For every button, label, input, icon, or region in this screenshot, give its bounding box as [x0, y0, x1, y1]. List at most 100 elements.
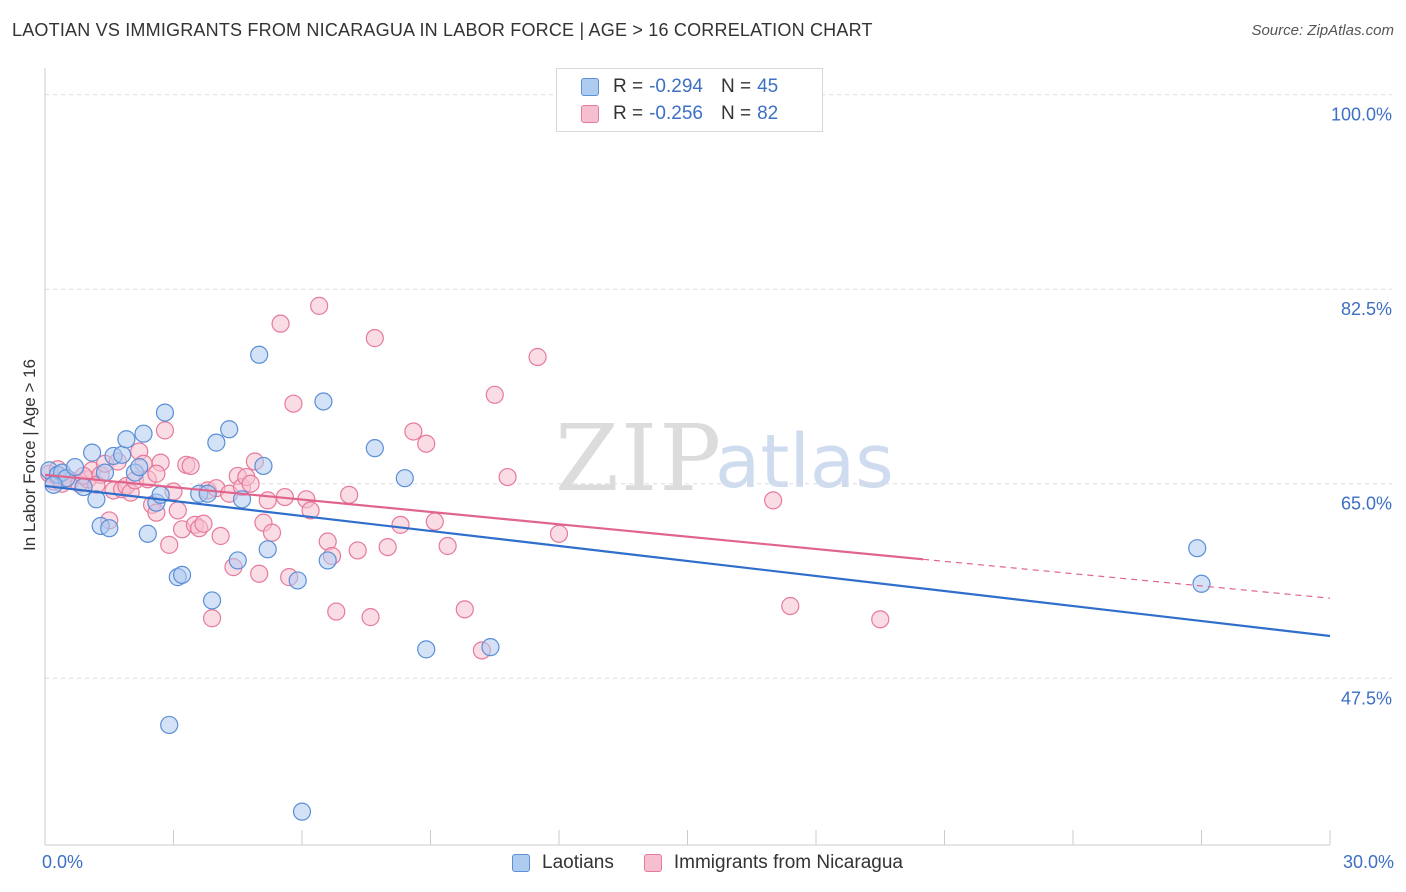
nicaragua-point	[528, 347, 547, 367]
laotian-point	[292, 802, 312, 821]
nicaragua-point	[438, 536, 457, 556]
nicaragua-point	[194, 514, 213, 533]
nicaragua-point	[284, 394, 303, 413]
laotian-point	[83, 443, 102, 462]
legend-r-value-nicaragua: -0.256	[649, 103, 703, 124]
nicaragua-point	[485, 385, 504, 404]
series-legend: Laotians Immigrants from Nicaragua	[512, 852, 933, 874]
nicaragua-point	[301, 501, 320, 520]
nicaragua-point	[781, 596, 800, 616]
chart-title: LAOTIAN VS IMMIGRANTS FROM NICARAGUA IN …	[12, 20, 873, 40]
laotian-point	[395, 469, 414, 488]
legend-swatch-laotians	[512, 854, 530, 872]
source-label: Source: ZipAtlas.com	[1251, 22, 1394, 39]
laotian-point	[220, 420, 239, 439]
legend-n-value-laotians: 45	[757, 76, 779, 97]
nicaragua-point	[241, 474, 260, 493]
laotian-point	[155, 403, 175, 422]
laotians-trend-line	[44, 484, 1331, 638]
legend-row-nicaragua: R = -0.256 N = 82	[581, 101, 778, 127]
laotian-point	[112, 445, 132, 464]
laotian-point	[417, 640, 436, 659]
y-tick-labels: 100.0% 82.5% 65.0% 47.5%	[1331, 105, 1392, 709]
nicaragua-point	[160, 535, 179, 554]
stats-legend: R = -0.294 N = 45 R = -0.256 N = 82	[556, 68, 823, 132]
laotian-point	[160, 715, 179, 735]
nicaragua-point	[310, 296, 329, 315]
nicaragua-point	[211, 526, 230, 546]
laotian-point	[1188, 539, 1207, 558]
legend-r-label: R =	[613, 76, 644, 97]
legend-n-label: N =	[720, 76, 752, 97]
laotian-point	[100, 519, 119, 538]
laotian-point	[74, 477, 93, 497]
nicaragua-trend-extension	[923, 558, 1331, 599]
legend-item-laotians: Laotians	[512, 852, 614, 874]
laotian-point	[44, 475, 63, 494]
legend-swatch-laotians	[581, 78, 599, 96]
nicaragua-point	[498, 467, 517, 487]
legend-row-laotians: R = -0.294 N = 45	[581, 74, 778, 100]
nicaragua-point	[764, 491, 783, 510]
watermark-zip-text: ZIP	[555, 405, 723, 512]
nicaragua-point	[168, 501, 187, 520]
trend-lines	[44, 473, 1331, 638]
laotian-point	[202, 591, 222, 610]
nicaragua-point	[348, 541, 367, 560]
nicaragua-point	[871, 610, 890, 629]
nicaragua-point	[391, 515, 410, 534]
nicaragua-point	[202, 609, 222, 628]
nicaragua-point	[361, 608, 380, 627]
y-axis-label: In Labor Force | Age > 16	[20, 358, 39, 552]
nicaragua-trend-line	[44, 473, 924, 561]
nicaragua-point	[271, 314, 290, 333]
nicaragua-point	[549, 524, 569, 543]
nicaragua-point	[147, 464, 166, 483]
laotian-point	[254, 456, 273, 476]
nicaragua-point	[404, 422, 423, 441]
laotian-point	[314, 392, 333, 411]
laotian-point	[65, 457, 85, 477]
legend-n-value-nicaragua: 82	[757, 103, 779, 124]
y-tick-label: 47.5%	[1341, 688, 1392, 708]
laotian-point	[288, 571, 307, 590]
grid	[45, 94, 1392, 679]
x-tick-label-min: 0.0%	[42, 852, 84, 872]
legend-item-nicaragua: Immigrants from Nicaragua	[643, 852, 903, 874]
laotian-point	[117, 430, 136, 449]
nicaragua-point	[340, 485, 359, 504]
y-tick-label: 65.0%	[1341, 494, 1392, 514]
nicaragua-point	[258, 491, 277, 510]
legend-swatch-nicaragua	[643, 854, 662, 872]
nicaragua-point	[417, 434, 436, 453]
nicaragua-point	[378, 537, 397, 557]
series-laotians-points	[40, 345, 1211, 821]
nicaragua-point	[181, 456, 200, 476]
laotian-point	[228, 551, 247, 570]
laotian-point	[365, 439, 384, 458]
axes	[44, 68, 1331, 846]
laotian-point	[138, 524, 157, 543]
legend-n-label: N =	[720, 103, 752, 124]
laotian-point	[130, 457, 149, 477]
nicaragua-point	[327, 602, 346, 621]
legend-label-laotians: Laotians	[542, 852, 614, 873]
legend-r-value-laotians: -0.294	[649, 76, 703, 97]
laotian-point	[481, 638, 500, 657]
y-tick-label: 100.0%	[1331, 105, 1392, 125]
legend-r-label: R =	[613, 103, 644, 124]
legend-label-nicaragua: Immigrants from Nicaragua	[673, 852, 903, 873]
laotian-point	[87, 490, 106, 509]
laotian-point	[134, 424, 153, 443]
laotian-point	[172, 565, 192, 584]
watermark-atlas-text: atlas	[715, 419, 894, 505]
laotian-point	[318, 551, 337, 570]
watermark: ZIP atlas	[555, 405, 894, 512]
laotian-point	[1192, 574, 1211, 593]
nicaragua-point	[262, 523, 282, 542]
nicaragua-point	[155, 421, 175, 440]
laotian-point	[207, 433, 226, 452]
y-tick-label: 82.5%	[1341, 299, 1392, 319]
laotian-point	[250, 345, 269, 364]
